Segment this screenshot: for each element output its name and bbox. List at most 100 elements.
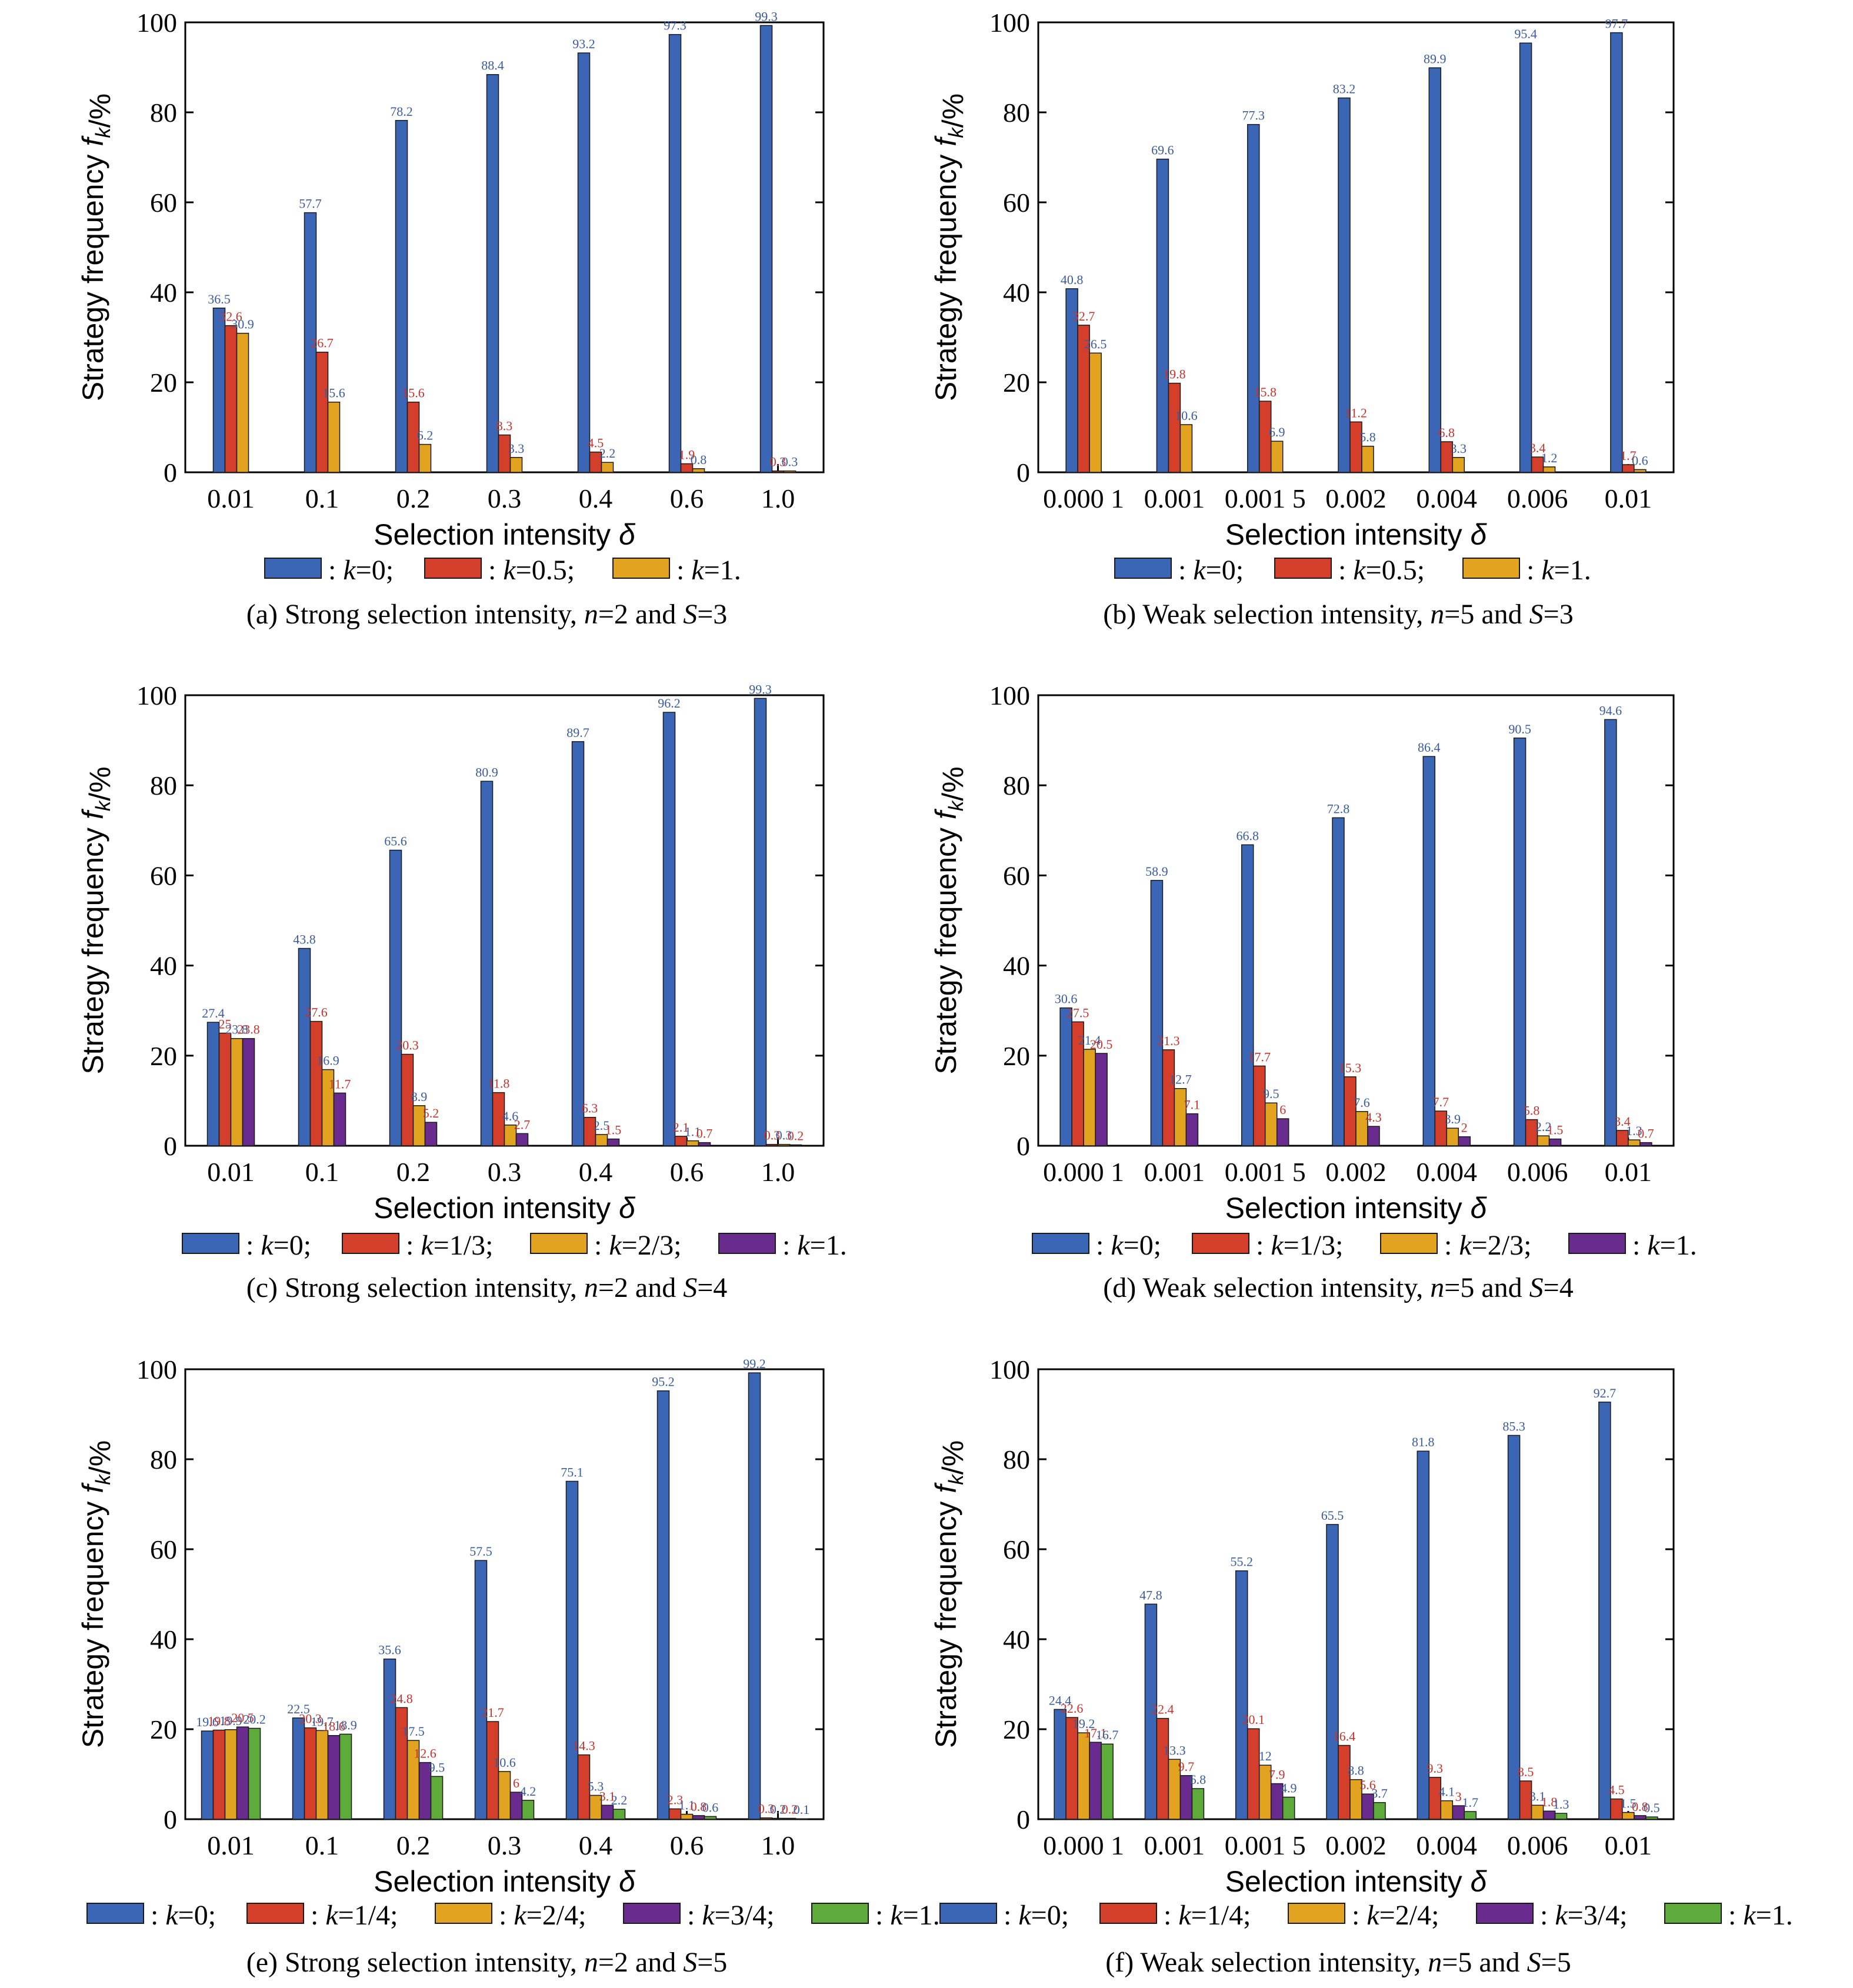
bar — [1101, 1743, 1114, 1820]
bar — [1247, 124, 1260, 473]
x-tick-label: 0.6 — [670, 1157, 704, 1187]
panel-caption: (f) Weak selection intensity, n=5 and S=… — [1105, 1947, 1571, 1978]
data-label: 12 — [1259, 1749, 1272, 1763]
bar — [1428, 1777, 1442, 1820]
data-label: 1.2 — [1541, 451, 1558, 465]
legend-label: : k=1. — [676, 555, 741, 586]
bar — [521, 1800, 535, 1820]
bar — [1252, 1065, 1266, 1146]
x-tick-label: 0.1 — [305, 1157, 339, 1187]
y-axis-label: Strategy frequency fk/% — [76, 94, 116, 401]
bar — [1282, 1796, 1295, 1820]
bar — [577, 52, 591, 473]
data-label: 1.5 — [1620, 1796, 1637, 1811]
data-label: 3.7 — [1371, 1786, 1388, 1801]
data-label: 5.2 — [423, 1106, 439, 1120]
y-tick-label: 100 — [989, 681, 1030, 711]
bar — [1634, 1815, 1647, 1820]
data-label: 6.3 — [582, 1101, 598, 1116]
bar — [515, 1133, 529, 1146]
y-axis-label: Strategy frequency fk/% — [76, 1440, 116, 1748]
legend-label: : k=0; — [151, 1900, 216, 1931]
legend-label: : k=2/3; — [1444, 1230, 1531, 1261]
x-tick-label: 0.006 — [1507, 483, 1568, 513]
legend-label: : k=1/4; — [311, 1900, 398, 1931]
legend-label: : k=0.5; — [488, 555, 575, 586]
y-tick-label: 100 — [136, 1355, 177, 1385]
data-label: 99.3 — [749, 682, 772, 696]
data-label: 75.1 — [561, 1465, 584, 1479]
bar — [1513, 738, 1527, 1146]
bar — [218, 1032, 232, 1146]
data-label: 47.8 — [1139, 1587, 1162, 1602]
legend-swatch — [424, 558, 482, 579]
panel-caption: (c) Strong selection intensity, n=2 and … — [246, 1272, 728, 1303]
y-tick-label: 20 — [1003, 1715, 1030, 1744]
data-label: 99.3 — [755, 9, 778, 24]
legend-label: : k=0.5; — [1338, 555, 1425, 586]
data-label: 20.5 — [231, 1710, 254, 1725]
data-label: 83.2 — [1333, 82, 1356, 96]
data-label: 19.9 — [219, 1713, 242, 1728]
bar — [212, 1729, 226, 1820]
data-label: 7.9 — [1269, 1767, 1285, 1782]
data-label: 22.6 — [1061, 1701, 1084, 1716]
data-label: 0.7 — [696, 1126, 713, 1141]
data-label: 11.8 — [488, 1076, 510, 1091]
data-label: 17.7 — [1248, 1049, 1271, 1064]
data-label: 21.4 — [1078, 1033, 1101, 1048]
bar — [606, 1138, 620, 1146]
x-tick-label: 0.01 — [207, 1157, 255, 1187]
y-tick-label: 60 — [1003, 188, 1030, 218]
plot-frame — [1037, 1368, 1675, 1820]
data-label: 8.9 — [411, 1089, 428, 1104]
y-tick-label: 40 — [150, 951, 177, 981]
bar — [680, 1813, 694, 1820]
y-tick-label: 0 — [1017, 1804, 1030, 1834]
panel-caption: (b) Weak selection intensity, n=5 and S=… — [1103, 599, 1573, 630]
legend-swatch — [811, 1903, 869, 1924]
data-label: 69.6 — [1151, 143, 1174, 158]
data-label: 0.3 — [764, 1128, 781, 1143]
chart-panel-e: 0 20 40 60 80 100 Strategy frequency fk/% 0.01 1… — [76, 1355, 940, 1978]
bar — [1373, 1802, 1386, 1820]
bar — [1270, 441, 1284, 473]
data-label: 7.6 — [1354, 1095, 1370, 1110]
data-label: 19.8 — [208, 1714, 231, 1729]
legend-label: : k=0; — [1004, 1900, 1069, 1931]
data-label: 3.4 — [1529, 441, 1546, 455]
legend-label: : k=1. — [782, 1230, 847, 1261]
bar — [612, 1809, 626, 1820]
bar — [1622, 464, 1635, 473]
data-label: 4.2 — [520, 1784, 536, 1799]
legend-swatch — [530, 1233, 588, 1254]
y-tick-label: 0 — [1017, 458, 1030, 488]
bar — [1428, 67, 1442, 473]
data-label: 20.2 — [243, 1712, 266, 1726]
y-tick-label: 60 — [150, 860, 177, 890]
data-label: 1.3 — [1553, 1797, 1569, 1812]
y-axis-label: Strategy frequency fk/% — [76, 766, 116, 1074]
legend-swatch — [264, 558, 322, 579]
bar — [1542, 1810, 1556, 1820]
data-label: 0.8 — [691, 1799, 707, 1814]
data-label: 2.2 — [599, 446, 616, 461]
data-label: 57.5 — [469, 1544, 492, 1559]
x-tick-label: 0.001 — [1144, 1157, 1205, 1187]
data-label: 80.9 — [475, 765, 498, 779]
legend-label: : k=0; — [246, 1230, 311, 1261]
x-tick-label: 0.001 — [1144, 483, 1205, 513]
x-tick-label: 1.0 — [761, 1157, 795, 1187]
bar — [327, 401, 341, 473]
data-label: 1.1 — [685, 1125, 701, 1139]
data-label: 7.7 — [1433, 1095, 1449, 1109]
bar — [498, 1771, 511, 1820]
legend-label: : k=1/3; — [406, 1230, 493, 1261]
bar — [1089, 1742, 1102, 1820]
bar — [1089, 352, 1102, 473]
legend-swatch — [246, 1903, 304, 1924]
legend-swatch — [1568, 1233, 1626, 1254]
legend-label: : k=1/3; — [1256, 1230, 1343, 1261]
data-label: 12.6 — [414, 1746, 436, 1761]
data-label: 24.4 — [1049, 1693, 1072, 1707]
